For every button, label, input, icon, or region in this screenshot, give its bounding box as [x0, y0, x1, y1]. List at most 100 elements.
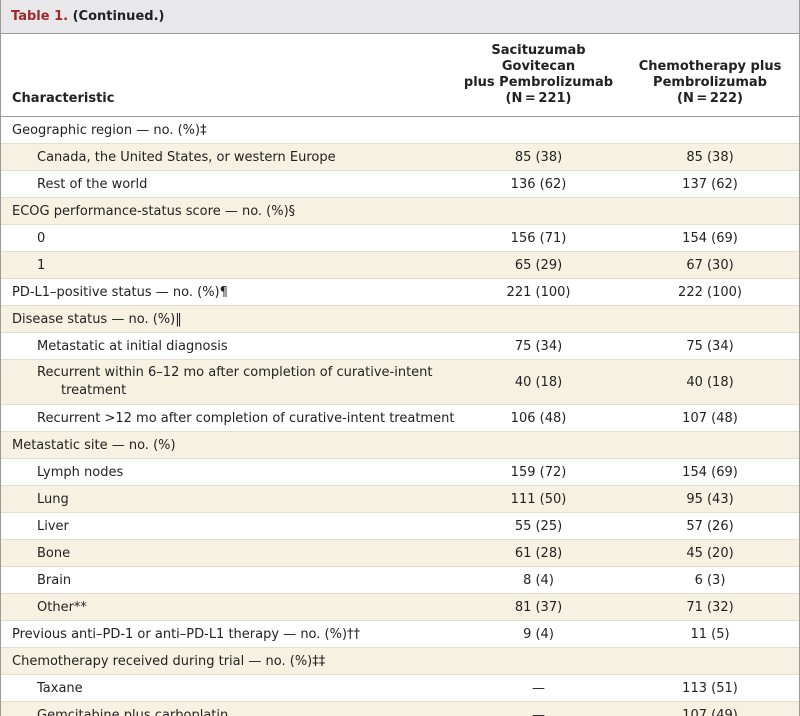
cell-value: 9 (4)	[456, 620, 621, 648]
cell-value: 222 (100)	[621, 278, 799, 306]
cell-value: 154 (69)	[621, 224, 799, 252]
cell-empty	[621, 116, 799, 144]
row-label: Taxane	[1, 674, 456, 702]
table-row: Taxane —113 (51)	[1, 674, 799, 702]
row-label: Metastatic site — no. (%)	[1, 431, 456, 459]
cell-value: 11 (5)	[621, 620, 799, 648]
cell-value: 136 (62)	[456, 170, 621, 198]
cell-value: 85 (38)	[621, 143, 799, 171]
row-label: Lung	[1, 485, 456, 513]
cell-value: 57 (26)	[621, 512, 799, 540]
table-row: Metastatic site — no. (%)	[1, 431, 799, 459]
row-label: Brain	[1, 566, 456, 594]
column-header-row: Characteristic Sacituzumab Govitecan plus…	[1, 34, 799, 117]
table-row: Rest of the world 136 (62) 137 (62)	[1, 170, 799, 198]
cell-empty	[621, 305, 799, 333]
table-row: Brain 8 (4) 6 (3)	[1, 566, 799, 594]
row-label: 1	[1, 251, 456, 279]
table-header: Table 1. (Continued.)	[1, 0, 799, 34]
column-header: Characteristic	[1, 34, 456, 117]
cell-value: 61 (28)	[456, 539, 621, 567]
row-label: Lymph nodes	[1, 458, 456, 486]
cell-value: 75 (34)	[456, 332, 621, 360]
table-row: Previous anti–PD-1 or anti–PD-L1 therapy…	[1, 620, 799, 648]
column-header-line: (N = 222)	[677, 91, 743, 106]
cell-value: 113 (51)	[621, 674, 799, 702]
row-label: Disease status — no. (%)‖	[1, 305, 456, 333]
cell-empty	[456, 305, 621, 333]
table-row: Geographic region — no. (%)‡	[1, 116, 799, 144]
row-label: ECOG performance-status score — no. (%)§	[1, 197, 456, 225]
table-row: Canada, the United States, or western Eu…	[1, 143, 799, 171]
cell-value: 107 (48)	[621, 404, 799, 432]
cell-value: 107 (49)	[621, 701, 799, 716]
cell-value: 95 (43)	[621, 485, 799, 513]
row-label: Canada, the United States, or western Eu…	[1, 143, 456, 171]
row-label: Gemcitabine plus carboplatin	[1, 701, 456, 716]
cell-value: 154 (69)	[621, 458, 799, 486]
row-label: Rest of the world	[1, 170, 456, 198]
cell-value: —	[456, 701, 621, 716]
row-label: 0	[1, 224, 456, 252]
column-header-line: Pembrolizumab	[653, 75, 767, 90]
column-header-line: (N = 221)	[505, 91, 572, 106]
table-row: Gemcitabine plus carboplatin —107 (49)	[1, 701, 799, 716]
row-label: Bone	[1, 539, 456, 567]
row-label: Recurrent within 6–12 mo after completio…	[1, 359, 456, 405]
table-row: PD-L1–positive status — no. (%)¶ 221 (100…	[1, 278, 799, 306]
cell-empty	[456, 197, 621, 225]
cell-value: 106 (48)	[456, 404, 621, 432]
column-header-line: plus Pembrolizumab	[463, 75, 614, 90]
table-row: Metastatic at initial diagnosis 75 (34) 75…	[1, 332, 799, 360]
table-row: 0 156 (71) 154 (69)	[1, 224, 799, 252]
row-label: PD-L1–positive status — no. (%)¶	[1, 278, 456, 306]
table-row: Chemotherapy received during trial — no.…	[1, 647, 799, 675]
data-table: Characteristic Sacituzumab Govitecan plus…	[1, 34, 799, 716]
cell-value: —	[456, 674, 621, 702]
cell-value: 159 (72)	[456, 458, 621, 486]
cell-empty	[456, 431, 621, 459]
table-label: Table 1.	[11, 9, 69, 24]
table-row: Recurrent within 6–12 mo after completio…	[1, 359, 799, 405]
row-label: Liver	[1, 512, 456, 540]
cell-value: 75 (34)	[621, 332, 799, 360]
row-label: Chemotherapy received during trial — no.…	[1, 647, 456, 675]
cell-value: 40 (18)	[621, 359, 799, 405]
cell-empty	[456, 647, 621, 675]
column-header: Sacituzumab Govitecan plus Pembrolizumab(…	[456, 34, 621, 117]
table-continued: (Continued.)	[72, 9, 165, 24]
table-row: Lymph nodes 159 (72) 154 (69)	[1, 458, 799, 486]
row-label: Geographic region — no. (%)‡	[1, 116, 456, 144]
row-label: Other**	[1, 593, 456, 621]
cell-value: 71 (32)	[621, 593, 799, 621]
cell-value: 45 (20)	[621, 539, 799, 567]
table-row: Recurrent >12 mo after completion of cur…	[1, 404, 799, 432]
cell-empty	[456, 116, 621, 144]
column-header: Chemotherapy plus Pembrolizumab (N = 222)	[621, 34, 799, 117]
column-header-line: Sacituzumab Govitecan	[491, 43, 586, 74]
cell-value: 67 (30)	[621, 251, 799, 279]
cell-value: 111 (50)	[456, 485, 621, 513]
table-row: Bone 61 (28) 45 (20)	[1, 539, 799, 567]
cell-empty	[621, 647, 799, 675]
cell-value: 85 (38)	[456, 143, 621, 171]
table-row: ECOG performance-status score — no. (%)§	[1, 197, 799, 225]
table-row: 1 65 (29) 67 (30)	[1, 251, 799, 279]
cell-value: 55 (25)	[456, 512, 621, 540]
cell-value: 6 (3)	[621, 566, 799, 594]
row-label: Metastatic at initial diagnosis	[1, 332, 456, 360]
row-label: Previous anti–PD-1 or anti–PD-L1 therapy…	[1, 620, 456, 648]
cell-value: 156 (71)	[456, 224, 621, 252]
cell-value: 137 (62)	[621, 170, 799, 198]
cell-value: 40 (18)	[456, 359, 621, 405]
row-label: Recurrent >12 mo after completion of cur…	[1, 404, 456, 432]
cell-value: 8 (4)	[456, 566, 621, 594]
column-header-line: Chemotherapy plus	[638, 59, 782, 74]
table-row: Liver 55 (25) 57 (26)	[1, 512, 799, 540]
cell-value: 221 (100)	[456, 278, 621, 306]
cell-empty	[621, 197, 799, 225]
cell-value: 65 (29)	[456, 251, 621, 279]
table-row: Lung 111 (50) 95 (43)	[1, 485, 799, 513]
table-row: Disease status — no. (%)‖	[1, 305, 799, 333]
